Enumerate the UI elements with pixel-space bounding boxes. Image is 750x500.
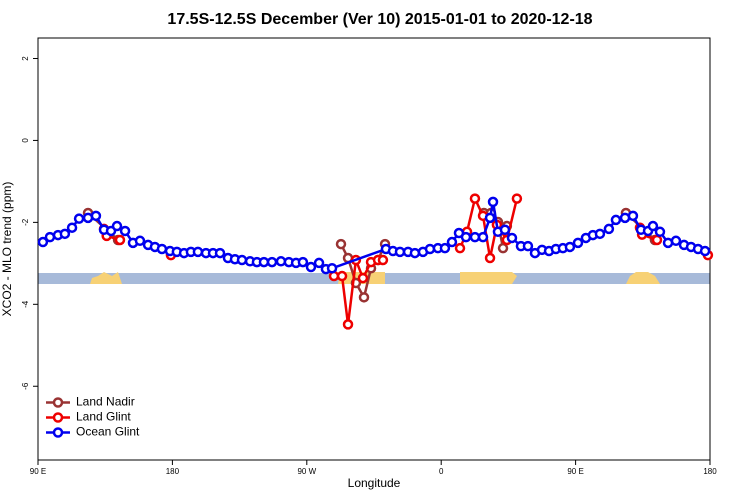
data-point <box>111 220 123 232</box>
data-point <box>484 212 496 224</box>
data-point <box>484 252 496 264</box>
x-axis-label: Longitude <box>348 476 401 490</box>
data-point <box>654 226 666 238</box>
x-tick-label: 90 E <box>30 467 46 476</box>
data-point <box>313 257 325 269</box>
y-tick-label: 0 <box>21 138 30 143</box>
data-point <box>564 241 576 253</box>
data-point <box>477 231 489 243</box>
data-point <box>594 228 606 240</box>
data-point <box>469 193 481 204</box>
data-point <box>572 237 584 249</box>
legend-swatch <box>52 412 64 423</box>
data-point <box>73 213 85 224</box>
land-mask-band <box>38 272 710 284</box>
legend-swatch <box>52 427 64 438</box>
data-point <box>651 234 663 246</box>
data-point <box>114 234 126 246</box>
data-point <box>336 270 348 282</box>
data-point <box>439 242 451 254</box>
data-point <box>511 193 523 204</box>
data-point <box>394 246 406 258</box>
data-point <box>603 223 615 235</box>
legend-swatch <box>52 397 64 408</box>
data-point <box>59 228 71 240</box>
data-point <box>37 236 49 248</box>
data-point <box>66 222 78 233</box>
data-point <box>358 292 370 303</box>
y-axis-label: XCO2 - MLO trend (ppm) <box>0 182 14 317</box>
data-point <box>44 231 56 243</box>
data-point <box>454 242 466 254</box>
data-point <box>326 263 338 274</box>
x-tick-label: 90 E <box>567 467 583 476</box>
data-point <box>377 254 389 266</box>
data-point <box>90 210 102 222</box>
x-tick-label: 90 W <box>297 467 316 476</box>
data-point <box>610 214 622 226</box>
y-tick-label: -4 <box>21 300 30 308</box>
x-tick-label: 180 <box>703 467 717 476</box>
data-point <box>460 231 472 243</box>
data-point <box>236 254 248 266</box>
data-point <box>627 210 639 222</box>
x-tick-label: 0 <box>439 467 444 476</box>
data-point <box>266 256 278 268</box>
data-point <box>497 242 509 254</box>
data-point <box>409 247 421 259</box>
data-point <box>156 243 168 255</box>
data-point <box>342 319 354 330</box>
data-point <box>214 247 226 259</box>
data-point <box>699 245 711 257</box>
data-point <box>134 235 146 247</box>
y-tick-label: 2 <box>21 56 30 61</box>
y-tick-label: -6 <box>21 382 30 390</box>
data-point <box>192 246 204 258</box>
legend-label: Land Nadir <box>76 395 135 409</box>
legend-label: Land Glint <box>76 410 131 424</box>
data-point <box>522 240 534 252</box>
data-point <box>469 231 481 243</box>
data-point <box>357 272 369 284</box>
data-point <box>670 235 682 247</box>
legend-label: Ocean Glint <box>76 425 140 439</box>
data-point <box>119 225 131 237</box>
y-tick-label: -2 <box>21 218 30 226</box>
data-point <box>335 238 347 250</box>
plot-frame <box>37 37 711 461</box>
data-point <box>446 236 458 248</box>
chart-title: 17.5S-12.5S December (Ver 10) 2015-01-01… <box>167 11 592 28</box>
x-tick-label: 180 <box>166 467 180 476</box>
data-point <box>487 196 499 208</box>
data-point <box>506 232 518 244</box>
data-point <box>258 256 270 268</box>
data-point <box>297 256 309 268</box>
data-point <box>499 224 511 235</box>
data-point <box>647 220 659 232</box>
data-point <box>305 261 317 273</box>
